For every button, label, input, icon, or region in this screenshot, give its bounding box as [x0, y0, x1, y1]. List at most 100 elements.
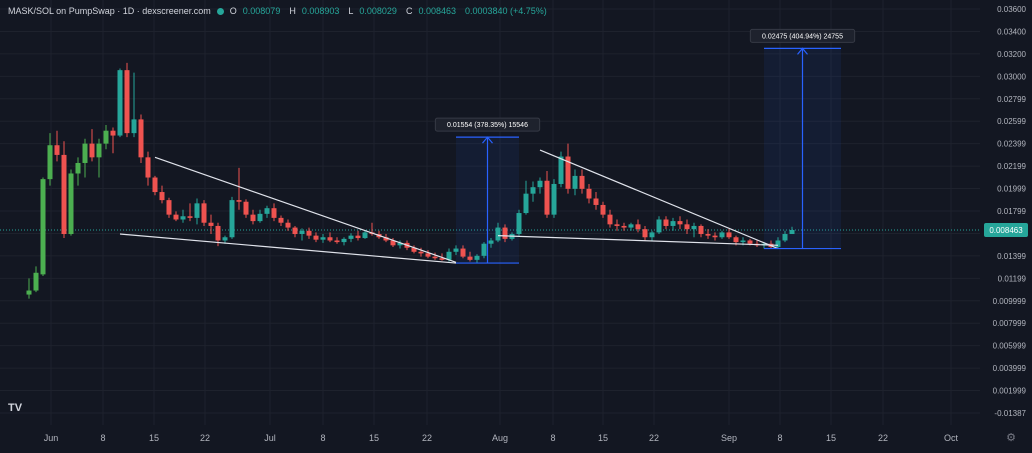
trendline: [497, 235, 779, 246]
candle-body: [68, 173, 74, 235]
measure-label: 0.02475 (404.94%) 24755: [762, 33, 843, 40]
ohlc-open-value: 0.008079: [242, 6, 281, 16]
candle-body: [628, 224, 634, 228]
candle-body: [565, 156, 571, 189]
settings-gear-icon[interactable]: ⚙: [1006, 432, 1016, 444]
measure-label: 0.01554 (378.35%) 15546: [447, 122, 528, 129]
candle-body: [124, 70, 130, 134]
candle-body: [474, 255, 480, 260]
candle-body: [299, 230, 305, 235]
last-price-label: 0.008463: [989, 226, 1023, 235]
candle-body: [327, 237, 333, 241]
candle-body: [173, 214, 179, 220]
candle-body: [502, 227, 508, 239]
candle-body: [467, 256, 473, 260]
candle-body: [670, 221, 676, 226]
candle-body: [411, 247, 417, 252]
candle-body: [782, 234, 788, 241]
candle-body: [334, 240, 340, 243]
time-tick-label: Jun: [44, 433, 59, 443]
measure-annotations: 0.01554 (378.35%) 15546 0.02475 (404.94%)…: [434, 28, 856, 264]
price-axis[interactable]: 0.03600 0.03400 0.03200 0.03000 0.02799 0.025…: [984, 5, 1028, 418]
candle-body: [383, 237, 389, 241]
time-tick-label: 22: [422, 433, 432, 443]
candle-body: [432, 256, 438, 259]
candle-body: [362, 232, 368, 239]
price-tick-label: 0.03600: [997, 5, 1026, 14]
time-tick-label: Oct: [944, 433, 959, 443]
measure-label-box: [434, 117, 541, 132]
candle-body: [586, 188, 592, 199]
time-tick-label: 15: [369, 433, 379, 443]
candle-body: [26, 290, 32, 295]
candle-body: [558, 156, 564, 184]
candle-body: [726, 232, 732, 238]
candle-body: [47, 145, 53, 180]
price-tick-label: 0.02599: [997, 117, 1026, 126]
candle-body: [243, 201, 249, 215]
candle-body: [677, 221, 683, 225]
candle-body: [530, 187, 536, 194]
candle-body: [446, 251, 452, 260]
grid-lines: [0, 0, 980, 425]
candle-body: [698, 225, 704, 235]
candle-body: [439, 258, 445, 260]
candle-body: [33, 272, 39, 291]
candle-body: [495, 227, 501, 241]
candle-body: [642, 229, 648, 238]
symbol-title[interactable]: MASK/SOL on PumpSwap · 1D · dexscreener.…: [8, 6, 211, 16]
price-tick-label: 0.01799: [997, 207, 1026, 216]
candle-body: [82, 143, 88, 163]
candle-body: [96, 143, 102, 158]
candle-body: [194, 203, 200, 218]
time-tick-label: Aug: [492, 433, 508, 443]
candle-body: [635, 224, 641, 230]
time-tick-label: 22: [200, 433, 210, 443]
candle-body: [271, 208, 277, 218]
candle-body: [747, 240, 753, 244]
candle-body: [208, 222, 214, 226]
ohlc-high-value: 0.008903: [301, 6, 340, 16]
time-axis[interactable]: Jun 8 15 22 Jul 8 15 22 Aug 8 15 22 Sep 8 15 22 Oct: [44, 433, 959, 443]
candle-body: [40, 179, 46, 275]
candle-body: [551, 183, 557, 215]
candle-body: [355, 235, 361, 239]
market-status-icon: [216, 7, 224, 15]
candle-body: [390, 240, 396, 246]
candle-body: [418, 251, 424, 254]
time-tick-label: 8: [777, 433, 782, 443]
logo-text: TV: [8, 402, 23, 414]
candle-body: [663, 219, 669, 226]
candle-body: [733, 237, 739, 243]
tradingview-logo-icon[interactable]: TV: [8, 402, 30, 420]
price-tick-label: 0.007999: [993, 319, 1027, 328]
ohlc-close-label: C: [405, 6, 413, 16]
time-tick-label: 15: [826, 433, 836, 443]
candle-body: [54, 145, 60, 155]
candle-body: [621, 225, 627, 228]
candle-body: [649, 232, 655, 238]
ohlc-open-label: O: [229, 6, 237, 16]
time-tick-label: 15: [598, 433, 608, 443]
candle-body: [117, 70, 123, 136]
candle-body: [397, 242, 403, 246]
candle-body: [292, 227, 298, 235]
candle-body: [537, 180, 543, 188]
candle-body: [75, 162, 81, 174]
candle-body: [481, 243, 487, 256]
candle-body: [341, 238, 347, 243]
candle-body: [145, 157, 151, 178]
candle-body: [89, 143, 95, 158]
measure-fills: [456, 48, 841, 264]
candle-body: [306, 230, 312, 236]
candle-body: [719, 232, 725, 238]
ohlc-change-value: 0.0003840 (+4.75%): [464, 6, 547, 16]
measure-label-box: [749, 28, 856, 43]
candle-body: [705, 234, 711, 236]
candle-body: [131, 119, 137, 134]
price-tick-label: 0.001999: [993, 387, 1027, 396]
price-tick-label: 0.03000: [997, 72, 1026, 81]
candle-body: [110, 130, 116, 136]
